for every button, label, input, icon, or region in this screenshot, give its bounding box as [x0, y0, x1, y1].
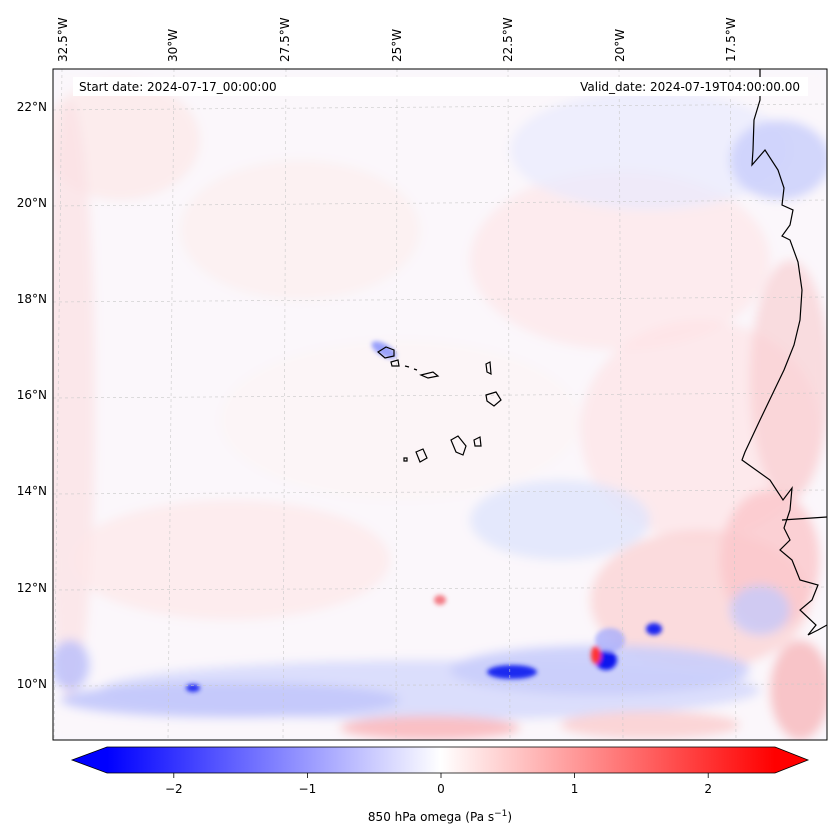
- lat-label: 12°N: [17, 581, 47, 595]
- lon-label: 30°W: [166, 29, 180, 62]
- cape-verde-islands: [376, 346, 502, 463]
- graticule: [53, 69, 827, 740]
- colorbar-tick-label: 0: [437, 782, 445, 796]
- longitude-labels: 32.5°W 30°W 27.5°W 25°W 22.5°W 20°W 17.5…: [56, 17, 738, 62]
- valid-date-label: Valid_date: 2024-07-19T04:00:00.00: [580, 80, 800, 94]
- omega-field: [53, 69, 827, 740]
- lon-label: 20°W: [613, 29, 627, 62]
- lat-label: 18°N: [17, 292, 47, 306]
- colorbar: −2 −1 0 1 2 850 hPa omega (Pa s−1): [70, 746, 810, 824]
- colorbar-tick-label: −1: [299, 782, 317, 796]
- colorbar-max-extend: [775, 747, 808, 773]
- map-frame: [52, 68, 828, 741]
- lon-label: 17.5°W: [724, 17, 738, 62]
- start-date-label: Start date: 2024-07-17_00:00:00: [79, 80, 277, 94]
- colorbar-ticks: −2 −1 0 1 2: [165, 773, 712, 796]
- colorbar-min-extend: [72, 747, 107, 773]
- lat-label: 16°N: [17, 388, 47, 402]
- lat-label: 14°N: [17, 484, 47, 498]
- lat-label: 22°N: [17, 100, 47, 114]
- latitude-labels: 22°N 20°N 18°N 16°N 14°N 12°N 10°N: [17, 100, 47, 691]
- colorbar-tick-label: −2: [165, 782, 183, 796]
- colorbar-gradient: [107, 747, 775, 773]
- date-banner: [73, 77, 808, 96]
- colorbar-label: 850 hPa omega (Pa s−1): [368, 809, 512, 824]
- lon-label: 22.5°W: [501, 17, 515, 62]
- map-panel: Start date: 2024-07-17_00:00:00 Valid_da…: [52, 68, 828, 741]
- lat-label: 10°N: [17, 677, 47, 691]
- lon-label: 27.5°W: [278, 17, 292, 62]
- lat-label: 20°N: [17, 196, 47, 210]
- coastline: [741, 69, 827, 636]
- colorbar-tick-label: 2: [704, 782, 712, 796]
- colorbar-outline: [70, 746, 810, 774]
- colorbar-tick-label: 1: [571, 782, 579, 796]
- lon-label: 32.5°W: [56, 17, 70, 62]
- lon-label: 25°W: [390, 29, 404, 62]
